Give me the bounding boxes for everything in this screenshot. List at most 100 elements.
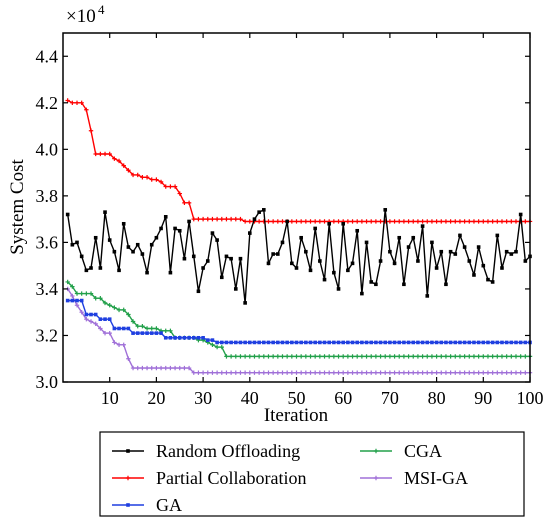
series-1: [65, 98, 533, 224]
data-point: [415, 370, 421, 375]
data-point: [373, 370, 379, 375]
data-point: [481, 354, 486, 359]
data-point: [434, 354, 439, 359]
data-point: [131, 249, 135, 254]
data-point: [406, 354, 411, 359]
data-point: [65, 279, 70, 285]
data-point: [261, 354, 267, 359]
data-point: [345, 370, 351, 375]
data-point: [453, 370, 458, 375]
data-point: [397, 219, 402, 224]
data-point: [182, 335, 187, 340]
data-point: [453, 252, 458, 256]
data-point: [130, 319, 136, 324]
legend-item: GA: [112, 495, 182, 515]
data-point: [98, 296, 103, 301]
data-point: [462, 340, 467, 345]
data-point: [425, 354, 430, 359]
data-point: [462, 219, 467, 224]
data-point: [374, 282, 378, 287]
data-point: [210, 216, 215, 222]
data-point: [359, 354, 365, 359]
data-point: [70, 298, 75, 303]
data-point: [401, 354, 407, 359]
data-point: [392, 354, 397, 359]
data-point: [518, 212, 523, 217]
data-point: [341, 354, 346, 359]
data-point: [420, 340, 425, 345]
data-point: [518, 370, 523, 375]
data-point: [275, 219, 281, 224]
data-point: [135, 172, 140, 178]
data-point: [248, 231, 252, 235]
data-point: [439, 219, 444, 224]
data-point: [332, 270, 336, 275]
data-point: [415, 219, 421, 224]
data-point: [383, 208, 388, 212]
data-point: [462, 354, 467, 359]
data-point: [205, 370, 210, 375]
data-point: [191, 254, 196, 259]
data-point: [280, 370, 285, 375]
data-point: [476, 340, 481, 345]
ticks-layer: 10 20 30 40 50 60 70 80 90 100 3.0 3.2 3.4 3.6 3.8 4.0 4…: [36, 33, 544, 408]
data-point: [280, 240, 285, 245]
data-point: [322, 219, 327, 224]
data-point: [219, 216, 224, 222]
data-point: [284, 370, 290, 375]
data-point: [163, 365, 168, 371]
data-point: [485, 370, 491, 375]
y-multiplier-exponent: 4: [98, 2, 105, 17]
data-point: [336, 340, 341, 345]
data-point: [481, 370, 486, 375]
data-point: [350, 219, 355, 224]
data-point: [84, 316, 89, 322]
data-point: [453, 219, 458, 224]
data-point: [107, 303, 112, 308]
data-point: [84, 312, 89, 317]
data-point: [448, 354, 453, 359]
data-point: [406, 370, 411, 375]
data-point: [93, 151, 98, 157]
series-line: [67, 299, 530, 344]
data-point: [233, 216, 238, 222]
data-point: [107, 238, 112, 242]
data-point: [485, 219, 491, 224]
data-point: [229, 256, 233, 261]
data-point: [322, 277, 327, 282]
data-point: [392, 370, 397, 375]
data-point: [429, 219, 435, 224]
data-point: [112, 326, 117, 331]
data-point: [200, 216, 206, 222]
data-point: [387, 219, 393, 224]
data-point: [276, 252, 280, 256]
series-line: [67, 288, 530, 374]
data-point: [401, 370, 407, 375]
data-point: [219, 370, 224, 375]
data-point: [378, 354, 383, 359]
data-point: [107, 317, 112, 321]
data-point: [149, 242, 154, 247]
data-point: [135, 365, 140, 371]
data-point: [173, 226, 177, 231]
data-point: [93, 321, 98, 327]
data-point: [196, 216, 201, 222]
data-point: [523, 340, 528, 345]
data-point: [266, 354, 271, 359]
data-point: [453, 340, 458, 345]
data-point: [369, 280, 374, 284]
x-tick-label: 100: [517, 388, 544, 408]
data-point: [163, 328, 168, 334]
data-point: [509, 370, 514, 375]
data-point: [191, 370, 196, 375]
data-point: [439, 354, 444, 359]
data-point: [247, 219, 252, 224]
legend-marker: [373, 475, 379, 481]
data-point: [499, 354, 505, 359]
data-point: [402, 282, 406, 287]
data-point: [149, 365, 154, 371]
data-point: [471, 219, 477, 224]
data-point: [378, 370, 383, 375]
data-point: [317, 354, 323, 359]
